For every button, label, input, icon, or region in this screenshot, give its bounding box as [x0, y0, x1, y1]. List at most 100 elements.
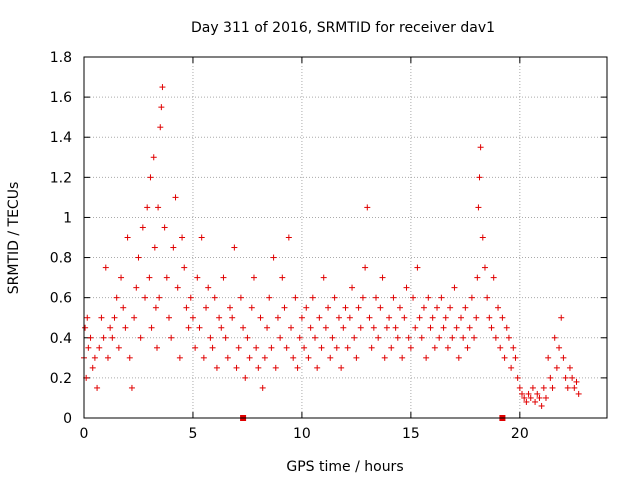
- data-point: [126, 354, 133, 361]
- data-point: [499, 314, 506, 321]
- data-point: [174, 284, 181, 291]
- data-point: [220, 274, 227, 281]
- data-point: [562, 374, 569, 381]
- data-point: [237, 294, 244, 301]
- data-point: [142, 294, 149, 301]
- data-point: [305, 354, 312, 361]
- data-point: [207, 334, 214, 341]
- data-point: [527, 394, 534, 401]
- data-point: [503, 324, 510, 331]
- data-point: [329, 334, 336, 341]
- data-point: [115, 344, 122, 351]
- data-point: [87, 334, 94, 341]
- data-point: [231, 244, 238, 251]
- data-point: [198, 234, 205, 241]
- y-tick-label: 0.2: [50, 371, 72, 387]
- data-point: [362, 264, 369, 271]
- y-tick-label: 1.4: [50, 130, 72, 146]
- data-point: [216, 314, 223, 321]
- data-point: [405, 334, 412, 341]
- data-point: [431, 344, 438, 351]
- data-point: [218, 324, 225, 331]
- data-point: [453, 324, 460, 331]
- data-point: [540, 384, 547, 391]
- data-point: [222, 334, 229, 341]
- data-point: [274, 314, 281, 321]
- data-point: [359, 294, 366, 301]
- data-point: [351, 334, 358, 341]
- data-point: [340, 324, 347, 331]
- data-point: [120, 304, 127, 311]
- data-point: [183, 304, 190, 311]
- data-point: [551, 334, 558, 341]
- data-point: [476, 174, 483, 181]
- data-point: [451, 284, 458, 291]
- data-point: [529, 384, 536, 391]
- data-point: [235, 344, 242, 351]
- y-tick-label: 1.6: [50, 90, 72, 106]
- data-point: [122, 324, 129, 331]
- data-point: [442, 314, 449, 321]
- data-point: [172, 194, 179, 201]
- data-point: [538, 402, 545, 409]
- data-point: [512, 354, 519, 361]
- data-point: [227, 304, 234, 311]
- x-tick-label: 10: [293, 426, 311, 442]
- data-point: [331, 294, 338, 301]
- data-point: [94, 384, 101, 391]
- data-point: [471, 334, 478, 341]
- data-point: [233, 364, 240, 371]
- data-point: [436, 334, 443, 341]
- data-point: [170, 244, 177, 251]
- data-point: [194, 274, 201, 281]
- data-point: [434, 304, 441, 311]
- data-point: [542, 394, 549, 401]
- data-point: [281, 304, 288, 311]
- data-point: [416, 314, 423, 321]
- data-point: [118, 274, 125, 281]
- data-point: [427, 324, 434, 331]
- data-point: [353, 354, 360, 361]
- y-tick-label: 0: [63, 411, 72, 427]
- plot-frame: [83, 56, 608, 419]
- data-point: [569, 374, 576, 381]
- data-point: [464, 344, 471, 351]
- data-point: [196, 324, 203, 331]
- data-point: [283, 344, 290, 351]
- y-tick-label: 1.8: [50, 50, 72, 66]
- data-point: [477, 144, 484, 151]
- data-point: [161, 224, 168, 231]
- data-point: [147, 174, 154, 181]
- data-point: [346, 314, 353, 321]
- data-point: [455, 354, 462, 361]
- data-point: [388, 344, 395, 351]
- data-point: [154, 344, 161, 351]
- data-point: [488, 324, 495, 331]
- y-tick-label: 0.8: [50, 251, 72, 267]
- data-point: [375, 334, 382, 341]
- data-point: [344, 344, 351, 351]
- data-point: [553, 364, 560, 371]
- data-point: [135, 254, 142, 261]
- data-point: [449, 334, 456, 341]
- data-point: [338, 364, 345, 371]
- data-point: [128, 384, 135, 391]
- data-point: [514, 374, 521, 381]
- data-point: [203, 304, 210, 311]
- data-point: [401, 314, 408, 321]
- data-point: [521, 394, 528, 401]
- data-point: [479, 234, 486, 241]
- data-point: [124, 234, 131, 241]
- data-point: [349, 284, 356, 291]
- data-point: [447, 304, 454, 311]
- data-point: [484, 294, 491, 301]
- data-point: [292, 294, 299, 301]
- data-point: [355, 304, 362, 311]
- data-point: [165, 314, 172, 321]
- data-point: [100, 334, 107, 341]
- data-point: [468, 294, 475, 301]
- data-point: [532, 398, 539, 405]
- data-point: [261, 354, 268, 361]
- y-tick-label: 1: [63, 210, 72, 226]
- data-point: [386, 314, 393, 321]
